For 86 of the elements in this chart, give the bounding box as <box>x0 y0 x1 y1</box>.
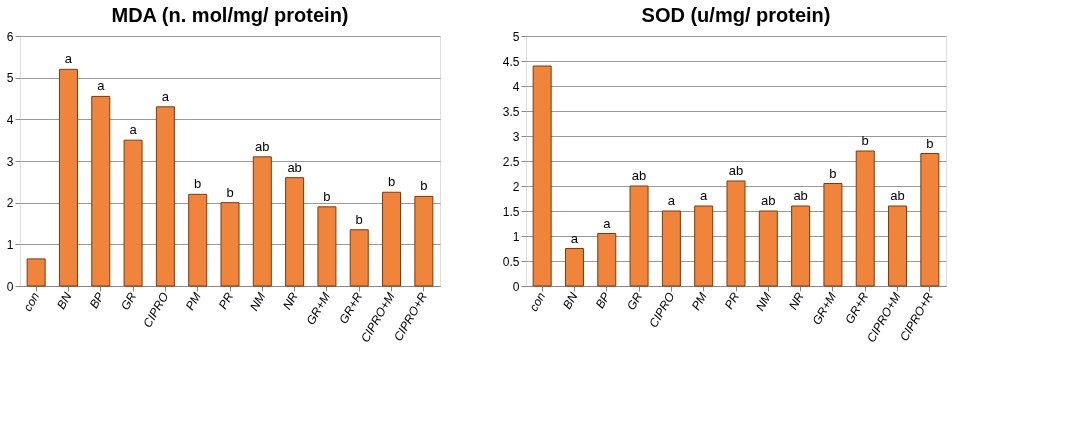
y-tick-label: 4 <box>512 79 520 94</box>
data-label: a <box>603 215 612 231</box>
y-tick-label: 3 <box>512 129 520 144</box>
data-label: b <box>226 184 234 200</box>
x-tick-label: NM <box>752 290 775 314</box>
data-label: b <box>829 165 837 181</box>
chart-title: MDA (n. mol/mg/ protein) <box>111 4 349 26</box>
data-label: ab <box>255 138 270 154</box>
x-tick-label: NR <box>279 289 301 313</box>
bar <box>220 202 240 287</box>
data-label: b <box>194 176 202 192</box>
bar <box>694 205 714 287</box>
bar <box>920 153 940 287</box>
x-tick-label: con <box>20 289 43 314</box>
bar <box>58 68 78 287</box>
y-tick-label: 2 <box>6 196 14 211</box>
bar <box>726 180 746 287</box>
y-tick-label: 3 <box>6 154 14 169</box>
data-label: a <box>129 122 138 138</box>
bar <box>349 229 369 287</box>
data-label: b <box>355 211 363 227</box>
y-tick-label: 4 <box>6 112 14 127</box>
x-tick-label: BP <box>86 290 107 311</box>
data-label: a <box>161 88 170 104</box>
bar <box>888 205 908 287</box>
data-label: ab <box>761 193 776 208</box>
bar <box>123 139 143 287</box>
bar <box>758 210 778 287</box>
bar <box>382 191 402 287</box>
x-tick-label: NM <box>246 290 269 314</box>
data-label: b <box>861 133 869 148</box>
x-tick-label: BN <box>560 289 581 312</box>
data-label: ab <box>728 163 744 178</box>
y-tick-label: 3.5 <box>502 104 520 119</box>
y-tick-label: 2.5 <box>502 154 520 169</box>
bar <box>317 206 337 287</box>
y-tick-label: 4.5 <box>502 54 520 69</box>
x-tick-label: BP <box>592 290 613 311</box>
x-tick-label: NR <box>785 289 807 313</box>
bar <box>155 106 175 287</box>
y-tick-label: 1 <box>6 237 14 252</box>
bar <box>629 185 649 287</box>
y-tick-label: 1.5 <box>502 204 520 219</box>
x-tick-label: PR <box>721 289 743 312</box>
x-tick-label: con <box>526 289 549 314</box>
bar <box>414 195 434 287</box>
bar <box>564 248 584 287</box>
bar <box>823 183 843 287</box>
y-tick-label: 1 <box>512 229 520 244</box>
x-tick-label: PR <box>215 289 237 312</box>
chart-title: SOD (u/mg/ protein) <box>641 4 831 26</box>
bar <box>285 177 305 287</box>
y-tick-label: 0 <box>512 279 520 294</box>
data-label: b <box>323 188 331 204</box>
y-tick-label: 5 <box>512 29 520 44</box>
x-tick-label: BN <box>54 289 75 312</box>
data-label: ab <box>793 188 808 203</box>
bar <box>91 95 111 287</box>
data-label: ab <box>890 188 905 203</box>
data-label: a <box>570 230 579 246</box>
bar <box>661 210 681 287</box>
bar <box>532 65 552 287</box>
y-tick-label: 6 <box>6 29 14 44</box>
y-tick-label: 0.5 <box>502 254 520 269</box>
data-label: a <box>667 193 676 208</box>
data-label: a <box>700 188 709 203</box>
x-tick-label: GR <box>624 289 646 313</box>
bar <box>252 156 272 287</box>
bar <box>597 233 617 287</box>
y-tick-label: 2 <box>512 179 520 194</box>
x-tick-label: GR <box>118 289 140 313</box>
data-label: ab <box>631 168 647 183</box>
data-label: b <box>387 174 396 190</box>
y-tick-label: 0 <box>6 279 14 294</box>
data-label: a <box>64 51 73 67</box>
data-label: b <box>420 178 428 194</box>
data-label: b <box>926 135 934 151</box>
x-tick-label: PM <box>688 290 710 313</box>
bar <box>188 193 208 287</box>
x-tick-label: PM <box>182 290 204 313</box>
bar <box>26 258 46 287</box>
bar <box>791 205 811 287</box>
data-label: ab <box>287 159 302 175</box>
y-tick-label: 5 <box>6 71 14 86</box>
bar <box>855 150 875 287</box>
data-label: a <box>97 78 106 94</box>
